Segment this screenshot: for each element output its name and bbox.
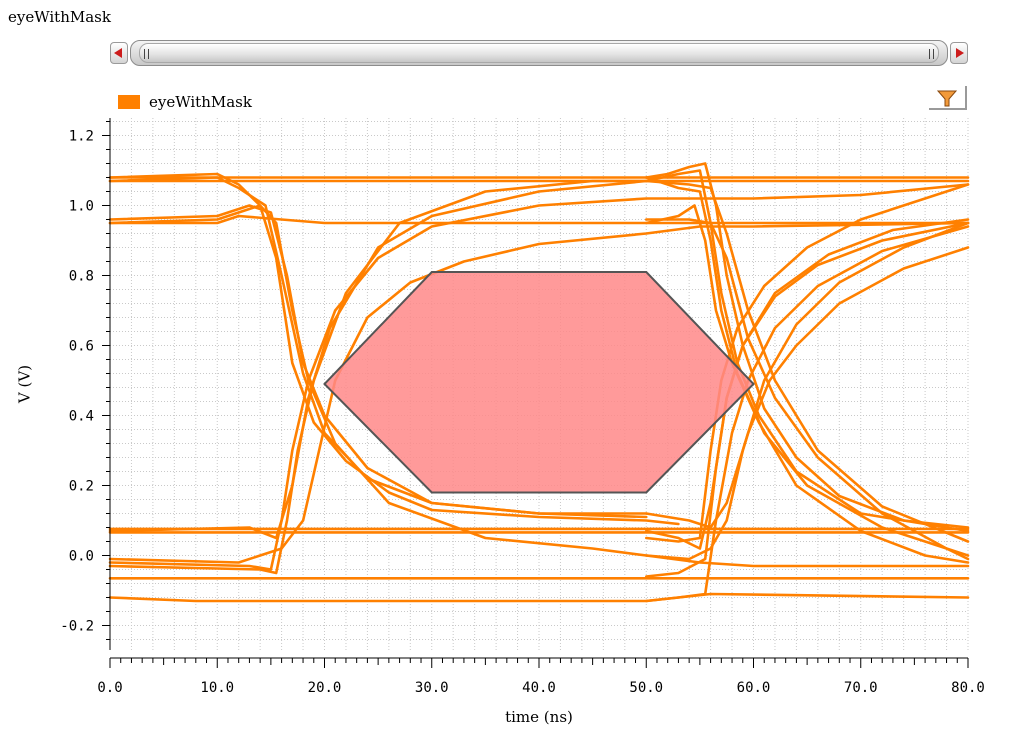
- scroll-right-button[interactable]: [950, 42, 968, 64]
- legend-label: eyeWithMask: [149, 93, 252, 111]
- x-tick-label: 30.0: [415, 680, 449, 696]
- trace-18: [645, 176, 970, 557]
- x-axis-label: time (ns): [505, 708, 573, 726]
- axes: 0.0 10.0 20.0 30.0 40.0 50.0 60.0 70.0 80.0 -0.2 0…: [60, 118, 985, 696]
- trace-15: [108, 221, 970, 564]
- y-tick-label: 0.6: [69, 339, 94, 355]
- trace-25: [645, 246, 970, 529]
- x-tick-label: 0.0: [97, 680, 122, 696]
- trace-24: [645, 221, 970, 561]
- chart-legend: eyeWithMask: [118, 93, 252, 111]
- trace-26: [645, 218, 970, 561]
- funnel-icon: [936, 90, 958, 107]
- x-tick-label: 10.0: [200, 680, 234, 696]
- trace-11: [108, 204, 970, 568]
- filter-button[interactable]: [929, 86, 967, 110]
- trace-16: [645, 162, 970, 529]
- traces: [108, 162, 970, 603]
- left-grip-icon[interactable]: [144, 49, 149, 59]
- scroll-left-button[interactable]: [110, 42, 128, 64]
- y-tick-label: 0.0: [69, 549, 94, 565]
- trace-7: [108, 214, 970, 225]
- y-tick-label: 0.8: [69, 269, 94, 285]
- trace-17: [645, 169, 970, 533]
- trace-14: [108, 179, 648, 540]
- x-tick-label: 20.0: [308, 680, 342, 696]
- trace-20: [645, 183, 970, 543]
- scrollbar-track[interactable]: [130, 40, 948, 66]
- trace-8: [108, 172, 680, 526]
- x-tick-label: 80.0: [951, 680, 985, 696]
- y-axis-label: V (V): [15, 365, 33, 404]
- trace-23: [645, 225, 970, 603]
- x-tick-label: 40.0: [522, 680, 556, 696]
- y-tick-label: 0.2: [69, 479, 94, 495]
- x-tick-label: 60.0: [737, 680, 771, 696]
- y-tick-label: 1.2: [69, 129, 94, 145]
- x-tick-label: 50.0: [629, 680, 663, 696]
- arrow-right-icon: [956, 48, 964, 58]
- right-grip-icon[interactable]: [929, 49, 934, 59]
- window-title: eyeWithMask: [8, 8, 111, 26]
- horizontal-scrollbar[interactable]: [110, 40, 968, 66]
- trace-27: [645, 179, 970, 543]
- y-tick-label: 1.0: [69, 199, 94, 215]
- x-tick-label: 70.0: [844, 680, 878, 696]
- y-tick-label: -0.2: [60, 619, 94, 635]
- legend-swatch: [118, 95, 140, 109]
- arrow-left-icon: [114, 48, 122, 58]
- scrollbar-thumb[interactable]: [139, 43, 939, 63]
- y-tick-label: 0.4: [69, 409, 94, 425]
- eye-mask: [323, 271, 755, 494]
